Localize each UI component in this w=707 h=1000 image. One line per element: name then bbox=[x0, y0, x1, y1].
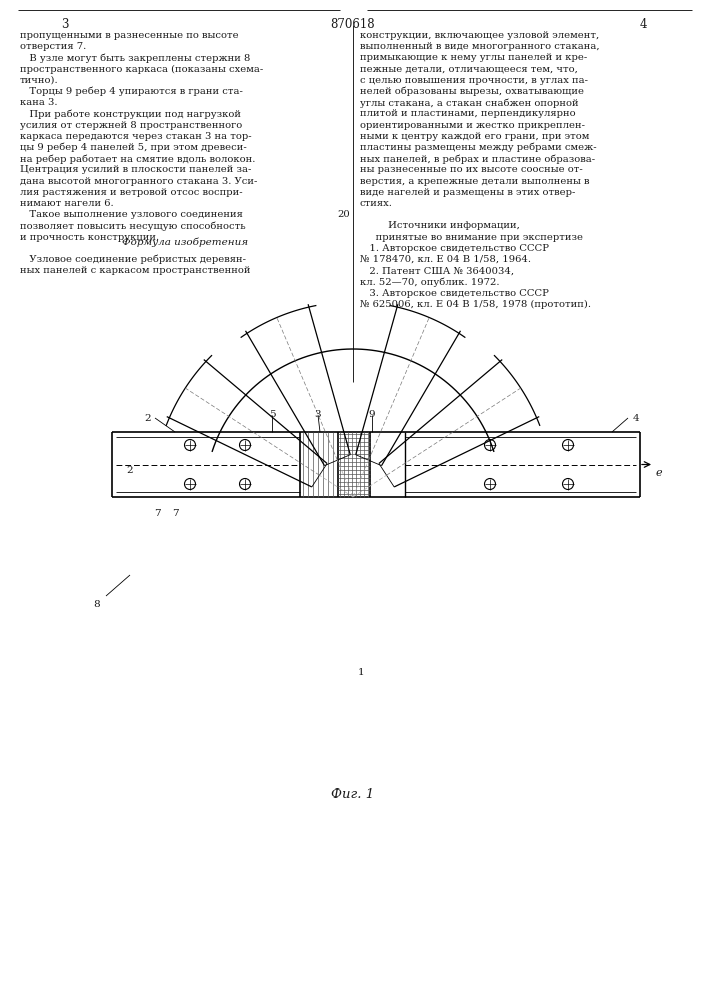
Text: ориентированными и жестко прикреплен-: ориентированными и жестко прикреплен- bbox=[360, 121, 585, 130]
Text: виде нагелей и размещены в этих отвер-: виде нагелей и размещены в этих отвер- bbox=[360, 188, 575, 197]
Text: дана высотой многогранного стакана 3. Уси-: дана высотой многогранного стакана 3. Ус… bbox=[20, 177, 257, 186]
Text: кл. 52—70, опублик. 1972.: кл. 52—70, опублик. 1972. bbox=[360, 277, 500, 287]
Text: пропущенными в разнесенные по высоте: пропущенными в разнесенные по высоте bbox=[20, 31, 239, 40]
Text: на ребер работает на смятие вдоль волокон.: на ребер работает на смятие вдоль волоко… bbox=[20, 154, 255, 164]
Text: ными к центру каждой его грани, при этом: ными к центру каждой его грани, при этом bbox=[360, 132, 590, 141]
Text: Источники информации,: Источники информации, bbox=[360, 221, 520, 230]
Text: цы 9 ребер 4 панелей 5, при этом древеси-: цы 9 ребер 4 панелей 5, при этом древеси… bbox=[20, 143, 247, 152]
Text: углы стакана, а стакан снабжен опорной: углы стакана, а стакан снабжен опорной bbox=[360, 98, 578, 108]
Text: Такое выполнение узлового соединения: Такое выполнение узлового соединения bbox=[20, 210, 243, 219]
Text: позволяет повысить несущую способность: позволяет повысить несущую способность bbox=[20, 221, 245, 231]
Text: 4: 4 bbox=[639, 18, 647, 31]
Text: 3: 3 bbox=[62, 18, 69, 31]
Text: 4: 4 bbox=[633, 414, 639, 423]
Text: лия растяжения и ветровой отсос воспри-: лия растяжения и ветровой отсос воспри- bbox=[20, 188, 243, 197]
Text: 2: 2 bbox=[145, 414, 151, 423]
Text: верстия, а крепежные детали выполнены в: верстия, а крепежные детали выполнены в bbox=[360, 177, 590, 186]
Text: 870618: 870618 bbox=[331, 18, 375, 31]
Text: плитой и пластинами, перпендикулярно: плитой и пластинами, перпендикулярно bbox=[360, 109, 575, 118]
Text: ны разнесенные по их высоте соосные от-: ны разнесенные по их высоте соосные от- bbox=[360, 165, 583, 174]
Text: 3. Авторское свидетельство СССР: 3. Авторское свидетельство СССР bbox=[360, 289, 549, 298]
Text: Узловое соединение ребристых деревян-: Узловое соединение ребристых деревян- bbox=[20, 255, 246, 264]
Text: 2: 2 bbox=[127, 466, 134, 475]
Text: стиях.: стиях. bbox=[360, 199, 393, 208]
Text: отверстия 7.: отверстия 7. bbox=[20, 42, 86, 51]
Text: тично).: тично). bbox=[20, 76, 59, 85]
Text: 20: 20 bbox=[337, 210, 350, 219]
Text: нелей образованы вырезы, охватывающие: нелей образованы вырезы, охватывающие bbox=[360, 87, 584, 97]
Text: ных панелей с каркасом пространственной: ных панелей с каркасом пространственной bbox=[20, 266, 250, 275]
Text: 9: 9 bbox=[368, 410, 375, 419]
Text: e: e bbox=[656, 468, 662, 479]
Text: 7: 7 bbox=[172, 509, 178, 518]
Text: усилия от стержней 8 пространственного: усилия от стержней 8 пространственного bbox=[20, 121, 243, 130]
Text: и прочность конструкции.: и прочность конструкции. bbox=[20, 233, 159, 242]
Text: 8: 8 bbox=[94, 600, 100, 609]
Text: пластины размещены между ребрами смеж-: пластины размещены между ребрами смеж- bbox=[360, 143, 597, 152]
Text: кана 3.: кана 3. bbox=[20, 98, 57, 107]
Text: 3: 3 bbox=[315, 410, 321, 419]
Text: каркаса передаются через стакан 3 на тор-: каркаса передаются через стакан 3 на тор… bbox=[20, 132, 252, 141]
Text: Формула изобретения: Формула изобретения bbox=[122, 238, 248, 247]
Text: пежные детали, отличающееся тем, что,: пежные детали, отличающееся тем, что, bbox=[360, 65, 578, 74]
Text: № 625006, кл. Е 04 В 1/58, 1978 (прототип).: № 625006, кл. Е 04 В 1/58, 1978 (прототи… bbox=[360, 300, 591, 309]
Text: нимают нагели 6.: нимают нагели 6. bbox=[20, 199, 114, 208]
Text: При работе конструкции под нагрузкой: При работе конструкции под нагрузкой bbox=[20, 109, 241, 119]
Text: 2. Патент США № 3640034,: 2. Патент США № 3640034, bbox=[360, 266, 514, 275]
Text: Центрация усилий в плоскости панелей за-: Центрация усилий в плоскости панелей за- bbox=[20, 165, 252, 174]
Text: Торцы 9 ребер 4 упираются в грани ста-: Торцы 9 ребер 4 упираются в грани ста- bbox=[20, 87, 243, 97]
Text: 7: 7 bbox=[153, 509, 160, 518]
Text: № 178470, кл. Е 04 В 1/58, 1964.: № 178470, кл. Е 04 В 1/58, 1964. bbox=[360, 255, 531, 264]
Text: примыкающие к нему углы панелей и кре-: примыкающие к нему углы панелей и кре- bbox=[360, 53, 588, 62]
Text: 1: 1 bbox=[358, 668, 364, 677]
Text: конструкции, включающее узловой элемент,: конструкции, включающее узловой элемент, bbox=[360, 31, 600, 40]
Text: Фиг. 1: Фиг. 1 bbox=[332, 788, 375, 801]
Text: с целью повышения прочности, в углах па-: с целью повышения прочности, в углах па- bbox=[360, 76, 588, 85]
Text: выполненный в виде многогранного стакана,: выполненный в виде многогранного стакана… bbox=[360, 42, 600, 51]
Text: принятые во внимание при экспертизе: принятые во внимание при экспертизе bbox=[360, 233, 583, 242]
Text: 5: 5 bbox=[269, 410, 275, 419]
Text: пространственного каркаса (показаны схема-: пространственного каркаса (показаны схем… bbox=[20, 65, 263, 74]
Text: ных панелей, в ребрах и пластине образова-: ных панелей, в ребрах и пластине образов… bbox=[360, 154, 595, 164]
Text: 1. Авторское свидетельство СССР: 1. Авторское свидетельство СССР bbox=[360, 244, 549, 253]
Text: В узле могут быть закреплены стержни 8: В узле могут быть закреплены стержни 8 bbox=[20, 53, 250, 63]
